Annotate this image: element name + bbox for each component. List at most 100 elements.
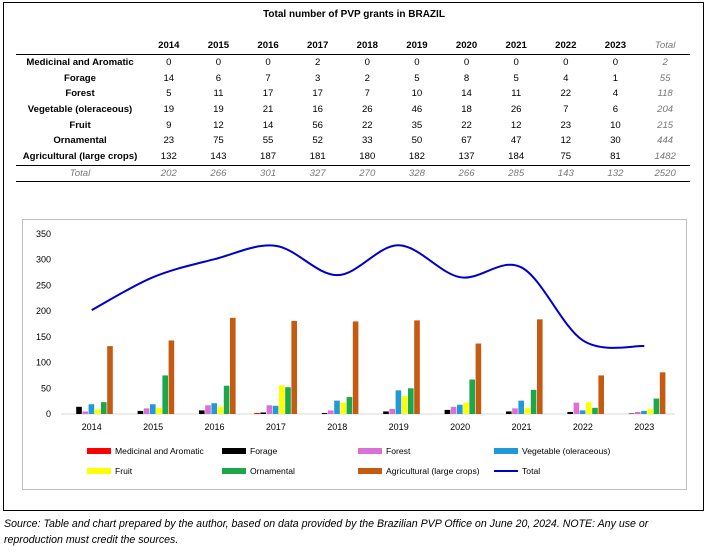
y-tick-label: 100	[36, 358, 51, 368]
table-cell: 14	[461, 88, 472, 100]
bar	[101, 402, 107, 414]
row-label: Forest	[65, 88, 95, 100]
bar	[659, 372, 666, 414]
source-note: Source: Table and chart prepared by the …	[4, 518, 649, 546]
y-tick-label: 150	[36, 332, 51, 342]
table-cell: 19	[213, 104, 224, 116]
bar	[530, 389, 537, 414]
bar	[653, 398, 660, 414]
table-cell: 0	[265, 57, 271, 69]
table-cell: 5	[414, 72, 420, 84]
legend-label: Medicinal and Aromatic	[115, 446, 205, 456]
table-cell: 2	[364, 72, 370, 84]
y-tick-label: 0	[46, 409, 51, 419]
table-cell: 9	[166, 119, 172, 131]
table-cell: 137	[458, 151, 475, 163]
legend-label: Fruit	[115, 466, 133, 476]
bar	[107, 346, 113, 414]
table-header-year: 2014	[144, 38, 194, 55]
table-cell: 17	[312, 88, 324, 100]
table-header-year: 2019	[392, 38, 442, 55]
row-label: Agricultural (large crops)	[22, 151, 138, 163]
table-cell: 0	[414, 57, 420, 69]
table-cell: 182	[408, 151, 425, 163]
table-cell: 4	[612, 88, 619, 100]
row-label: Medicinal and Aromatic	[26, 57, 134, 69]
table-cell: 81	[610, 151, 621, 163]
table-header-total: Total	[640, 38, 690, 55]
bar	[450, 406, 457, 414]
bar	[321, 412, 328, 414]
table-cell: 0	[364, 57, 370, 69]
table-row: Ornamental 23 75 55 52 33 50 67 47 12 30 444	[16, 133, 690, 149]
grants-table: 2014 2015 2016 2017 2018 2019 2020 2021 2022 2023…	[16, 38, 690, 183]
x-tick-label: 2019	[389, 422, 409, 432]
table-cell: 50	[411, 135, 423, 147]
bar	[469, 379, 475, 414]
bar	[82, 411, 88, 414]
table-cell: 12	[213, 119, 224, 131]
table-cell: 0	[166, 57, 172, 69]
table-cell: 7	[265, 72, 271, 84]
table-cell: 23	[163, 135, 175, 147]
row-total-cell: 204	[657, 104, 674, 116]
table-header-year: 2020	[441, 38, 492, 55]
x-tick-label: 2018	[327, 422, 347, 432]
table-cell: 7	[563, 104, 569, 116]
x-tick-label: 2015	[143, 422, 163, 432]
bar	[463, 402, 469, 414]
bar	[168, 340, 175, 414]
table-cell: 0	[463, 57, 470, 69]
table-cell: 327	[292, 164, 343, 183]
table-row: Forest 5 11 17 17 7 10 14 11 22 4 118	[16, 86, 690, 102]
y-tick-label: 200	[36, 306, 51, 316]
table-header-year: 2021	[491, 38, 541, 55]
bar	[383, 411, 389, 414]
table-cell: 16	[312, 104, 324, 116]
bar	[340, 402, 346, 414]
table-cell: 14	[262, 119, 274, 131]
total-line	[91, 244, 645, 349]
bar	[217, 406, 224, 414]
table-cell: 22	[560, 88, 572, 100]
bar	[457, 404, 463, 414]
table-cell: 0	[215, 57, 222, 69]
bar	[272, 405, 279, 414]
bar	[76, 406, 82, 414]
row-total-cell: 2	[662, 57, 668, 69]
y-tick-label: 350	[36, 229, 51, 239]
table-cell: 52	[312, 135, 324, 147]
bar	[537, 319, 543, 414]
bar	[586, 402, 592, 414]
bar	[408, 388, 414, 414]
chart-area: 0 50 100 150 200 250 300 350 2014 2015 2016 2017 201…	[22, 219, 687, 490]
table-cell: 5	[513, 72, 519, 84]
table-header-year: 2023	[590, 38, 641, 55]
legend-label: Forage	[250, 446, 277, 456]
bar	[395, 390, 402, 414]
table-cell: 3	[315, 72, 321, 84]
table-header-row: 2014 2015 2016 2017 2018 2019 2020 2021 2022 2023…	[16, 38, 690, 55]
table-cell: 18	[461, 104, 472, 116]
table-cell: 17	[262, 88, 274, 100]
table-cell: 6	[215, 72, 222, 84]
bar	[524, 407, 531, 414]
table-row: Forage 14 6 7 3 2 5 8 5 4 1 55	[16, 70, 690, 86]
figure-frame	[3, 2, 704, 511]
bar	[285, 387, 291, 414]
table-cell: 0	[513, 57, 519, 69]
bar	[205, 405, 211, 414]
bar	[150, 404, 156, 414]
bar	[230, 317, 236, 414]
table-cell: 181	[309, 151, 326, 163]
table-cell: 30	[610, 135, 621, 147]
row-total-cell: 55	[659, 72, 671, 84]
bar	[444, 409, 451, 414]
row-label: Vegetable (oleraceous)	[27, 104, 133, 116]
table-cell: 0	[612, 57, 619, 69]
table-row: Medicinal and Aromatic 0 0 0 2 0 0 0 0 0 0 2	[16, 54, 690, 70]
table-cell: 266	[193, 164, 244, 183]
bar	[137, 410, 144, 414]
bar	[598, 375, 604, 414]
table-cell: 184	[508, 151, 525, 163]
